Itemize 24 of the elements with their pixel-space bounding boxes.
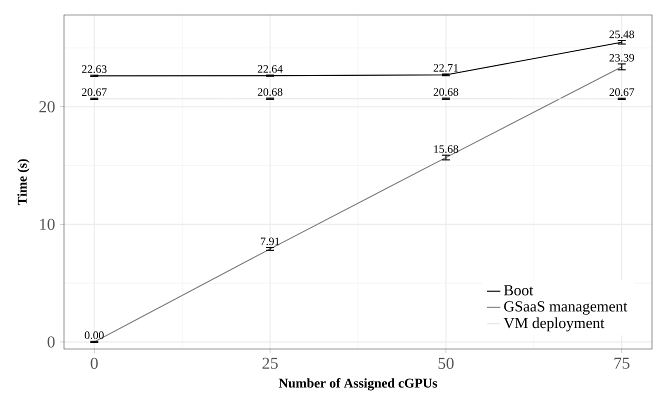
legend-label: Boot xyxy=(504,285,534,296)
y-axis-title: Time (s) xyxy=(17,159,30,206)
x-tick-label: 50 xyxy=(438,358,454,369)
data-label: 25.48 xyxy=(610,30,634,38)
data-label: 20.68 xyxy=(258,88,282,96)
data-label: 15.68 xyxy=(434,145,458,153)
y-tick-label: 10 xyxy=(40,218,55,230)
y-tick-label: 0 xyxy=(48,336,55,348)
data-label: 20.67 xyxy=(610,88,634,96)
data-label: 22.63 xyxy=(82,65,107,73)
data-label: 22.64 xyxy=(258,65,283,73)
x-tick-label: 25 xyxy=(262,358,278,369)
data-label: 22.71 xyxy=(434,64,458,72)
x-tick-label: 0 xyxy=(90,358,98,369)
legend-label: GSaaS management xyxy=(504,301,628,315)
data-label: 20.67 xyxy=(82,88,107,96)
x-tick-label: 75 xyxy=(614,358,630,369)
data-label: 20.68 xyxy=(434,88,458,96)
data-label: 23.39 xyxy=(610,54,634,62)
x-axis-title: Number of Assigned cGPUs xyxy=(278,378,438,390)
legend-label: VM deployment xyxy=(504,317,604,332)
data-label: 0.00 xyxy=(84,331,104,340)
y-tick-label: 20 xyxy=(39,101,55,112)
data-label: 7.91 xyxy=(260,238,280,246)
